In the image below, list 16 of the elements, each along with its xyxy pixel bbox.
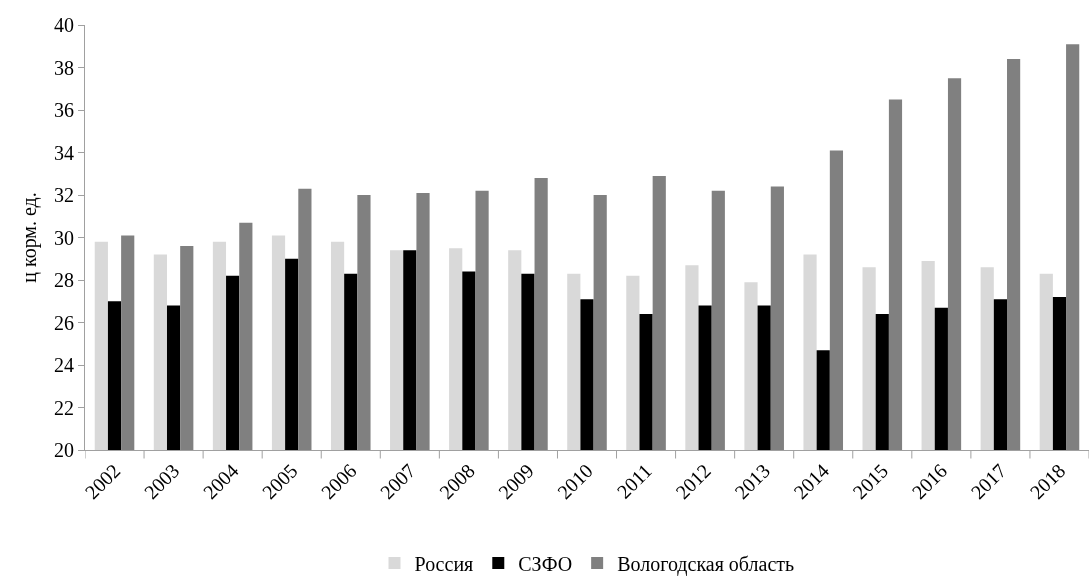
legend-label: Россия <box>414 552 474 575</box>
y-tick-label: 36 <box>54 99 74 121</box>
y-axis-title: ц корм. ед. <box>17 192 41 283</box>
y-tick-label: 22 <box>54 396 74 419</box>
y-tick-label: 38 <box>54 56 74 79</box>
y-tick-label: 28 <box>54 269 74 291</box>
y-tick-label: 26 <box>54 311 74 334</box>
y-tick-label: 34 <box>54 141 74 164</box>
legend-label: Вологодская область <box>617 552 795 576</box>
y-tick-label: 32 <box>54 184 74 206</box>
x-tick-label: 2011 <box>612 459 656 503</box>
y-tick-label: 30 <box>54 226 74 249</box>
y-tick-label: 24 <box>54 354 74 376</box>
y-tick-label: 40 <box>54 14 74 36</box>
legend-label: СЗФО <box>518 552 573 575</box>
y-tick-label: 20 <box>54 439 74 461</box>
